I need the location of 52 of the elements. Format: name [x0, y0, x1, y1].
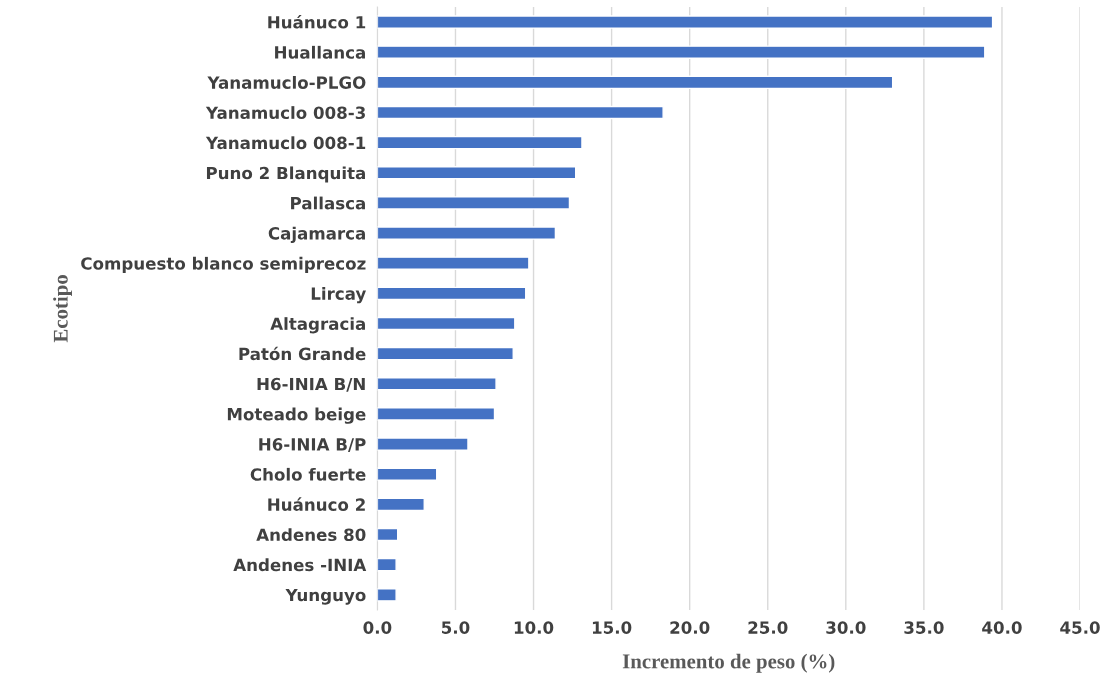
bar	[377, 316, 516, 331]
x-tick-label: 40.0	[982, 621, 1022, 634]
y-tick-label: Moteado beige	[227, 407, 366, 424]
y-tick-label: Lircay	[311, 287, 366, 304]
x-tick-label: 15.0	[592, 621, 632, 634]
x-tick-label: 45.0	[1060, 621, 1100, 634]
bar	[377, 377, 497, 391]
bar	[377, 407, 496, 421]
x-axis-title: Incremento de peso (%)	[622, 653, 835, 673]
x-tick-label: 5.0	[441, 621, 470, 634]
y-tick-label: Yunguyo	[285, 588, 366, 605]
y-tick-label: Yanamuclo 008-1	[205, 136, 366, 150]
y-tick-label: Andenes 80	[256, 528, 366, 542]
y-tick-label: Pallasca	[291, 196, 365, 210]
y-tick-label: Compuesto blanco semiprecoz	[81, 256, 366, 273]
y-tick-label: Patón Grande	[239, 346, 366, 361]
bar	[377, 226, 557, 240]
x-tick-label: 0.0	[363, 621, 392, 634]
y-tick-label: Yanamuclo 008-3	[205, 106, 365, 120]
x-tick-label: 35.0	[904, 621, 944, 634]
y-tick-label: Cajamarca	[268, 226, 365, 243]
bar	[377, 256, 530, 270]
x-tick-label: 30.0	[826, 621, 866, 634]
y-tick-label: Huánuco 1	[268, 15, 366, 29]
y-tick-label: Altagracia	[270, 317, 365, 334]
y-axis-title: Ecotipo	[53, 275, 72, 343]
bar	[377, 557, 397, 572]
bar	[377, 346, 514, 361]
bar	[377, 15, 994, 29]
bar	[377, 286, 527, 301]
bar	[377, 497, 425, 512]
y-tick-label: Huánuco 2	[268, 497, 365, 511]
bar	[377, 467, 438, 481]
bar	[377, 527, 399, 542]
y-tick-label: Huallanca	[275, 45, 365, 59]
x-tick-label: 25.0	[748, 621, 788, 634]
y-tick-label: Puno 2 Blanquita	[206, 166, 365, 183]
y-tick-label: Cholo fuerte	[250, 467, 366, 481]
y-tick-label: H6-INIA B/N	[257, 377, 365, 392]
bar	[377, 437, 469, 451]
bar	[377, 135, 583, 150]
x-tick-label: 10.0	[514, 621, 554, 634]
bar	[377, 166, 577, 180]
bar	[377, 75, 894, 90]
bar	[377, 105, 664, 120]
y-tick-label: Andenes -INIA	[233, 558, 367, 572]
y-tick-label: H6-INIA B/P	[259, 438, 366, 452]
bar	[377, 588, 397, 602]
bar	[377, 45, 986, 59]
y-tick-label: Yanamuclo-PLGO	[207, 76, 366, 89]
x-tick-label: 20.0	[670, 621, 710, 634]
bar	[377, 196, 571, 210]
